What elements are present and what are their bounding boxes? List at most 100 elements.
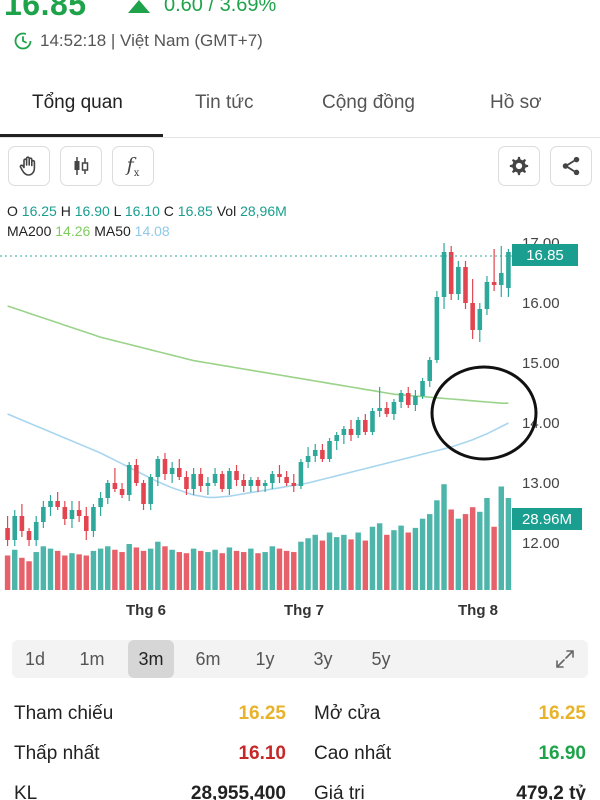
- volume-label: Vol: [216, 203, 237, 219]
- candle-body: [12, 516, 18, 540]
- volume-bar: [505, 498, 512, 590]
- candle-body: [83, 516, 89, 531]
- volume-bar: [226, 547, 233, 590]
- candle-body: [148, 477, 153, 504]
- candle-body: [184, 477, 189, 489]
- low-label: L: [113, 203, 121, 219]
- volume-bar: [369, 526, 376, 590]
- share-button[interactable]: [550, 146, 592, 186]
- range-6m[interactable]: 6m: [195, 649, 221, 669]
- candle-body: [448, 252, 454, 294]
- volume-bar: [305, 538, 311, 590]
- candle-body: [112, 483, 118, 489]
- candle-body: [255, 480, 261, 486]
- candle-body: [312, 450, 318, 456]
- volume-bar: [169, 549, 175, 590]
- tab-profile[interactable]: Hồ sơ: [490, 92, 542, 113]
- range-5y[interactable]: 5y: [371, 649, 391, 669]
- candle-body: [55, 501, 60, 507]
- candle-body: [98, 498, 103, 507]
- expand-icon[interactable]: [556, 650, 574, 668]
- candle-body: [320, 450, 325, 459]
- candle-body: [384, 408, 390, 414]
- range-3y[interactable]: 3y: [313, 649, 333, 669]
- tab-news[interactable]: Tin tức: [195, 92, 254, 113]
- volume-bar: [240, 552, 247, 590]
- value-stat-value: 479,2 tỷ: [516, 783, 586, 800]
- volume-bar: [155, 541, 161, 590]
- settings-button[interactable]: [498, 146, 540, 186]
- volume-bar: [312, 534, 318, 590]
- volume-bar: [26, 561, 32, 590]
- y-tick-label: 16.00: [522, 295, 560, 312]
- volume-bar: [90, 550, 97, 590]
- volume-bar: [291, 552, 297, 590]
- volume-bar: [62, 555, 68, 590]
- volume-bar: [455, 518, 462, 590]
- volume-bar: [348, 539, 354, 590]
- ma50-label: MA50: [94, 223, 131, 239]
- ma200-label: MA200: [7, 223, 52, 239]
- range-1y[interactable]: 1y: [255, 649, 275, 669]
- high-price-value: 16.90: [538, 743, 586, 764]
- candle-body: [434, 297, 440, 360]
- range-3m[interactable]: 3m: [128, 640, 174, 678]
- candle-body: [105, 483, 111, 498]
- candle-body: [441, 252, 447, 297]
- volume-bar: [233, 550, 240, 590]
- volume-bar: [119, 552, 125, 590]
- candle-body: [227, 471, 232, 489]
- close-label: C: [163, 203, 174, 219]
- volume-bar: [405, 532, 411, 590]
- candle-body: [134, 465, 139, 483]
- candle-body: [405, 393, 411, 405]
- candle-body: [126, 465, 132, 495]
- current-price: 16.85: [4, 0, 87, 22]
- candle-body: [262, 483, 268, 486]
- candle-body: [341, 429, 347, 435]
- indicators-button[interactable]: fx: [112, 146, 154, 186]
- range-1d[interactable]: 1d: [24, 649, 46, 669]
- candle-body: [391, 402, 397, 414]
- volume-bar: [462, 514, 469, 590]
- ma200-value: 14.26: [55, 223, 91, 239]
- candle-body: [498, 273, 504, 285]
- candle-body: [141, 483, 146, 504]
- candlestick-chart[interactable]: 17.0016.0015.0014.0013.0012.0016.8528.96…: [0, 230, 600, 630]
- candle-body: [19, 516, 25, 531]
- volume-bar: [176, 552, 183, 590]
- volume-bar: [190, 548, 197, 590]
- clock-icon: [14, 32, 32, 50]
- volume-stat-value: 28,955,400: [190, 783, 286, 800]
- volume-tag-text: 28.96M: [522, 511, 572, 528]
- volume-bar: [4, 555, 11, 590]
- volume-bar: [319, 540, 326, 590]
- volume-bar: [198, 550, 204, 590]
- candle-body: [155, 459, 161, 477]
- candle-body: [41, 507, 46, 522]
- volume-bar: [219, 553, 225, 590]
- volume-bar: [140, 550, 147, 590]
- high-label: H: [60, 203, 71, 219]
- pan-tool-button[interactable]: [8, 146, 50, 186]
- candle-body: [198, 474, 204, 486]
- volume-bar: [162, 546, 168, 590]
- chart-type-button[interactable]: [60, 146, 102, 186]
- volume-bar: [262, 552, 268, 590]
- tab-overview[interactable]: Tổng quan: [32, 92, 123, 113]
- x-tick-label: Thg 7: [284, 602, 324, 619]
- candlestick-icon: [74, 157, 89, 175]
- candle-body: [119, 489, 125, 495]
- price-change-value: 0.60 / 3.69%: [164, 0, 277, 16]
- candle-body: [212, 474, 218, 483]
- candle-body: [370, 411, 375, 432]
- price-change: 0.60 / 3.69%: [128, 0, 276, 17]
- range-1m[interactable]: 1m: [79, 649, 105, 669]
- volume-bar: [491, 526, 497, 590]
- tab-community[interactable]: Cộng đồng: [322, 92, 415, 113]
- value-stat-label: Giá trị: [314, 783, 365, 800]
- candle-body: [491, 282, 497, 285]
- share-icon: [562, 156, 580, 176]
- volume-bar: [255, 553, 261, 590]
- open-value: 16.25: [21, 203, 57, 219]
